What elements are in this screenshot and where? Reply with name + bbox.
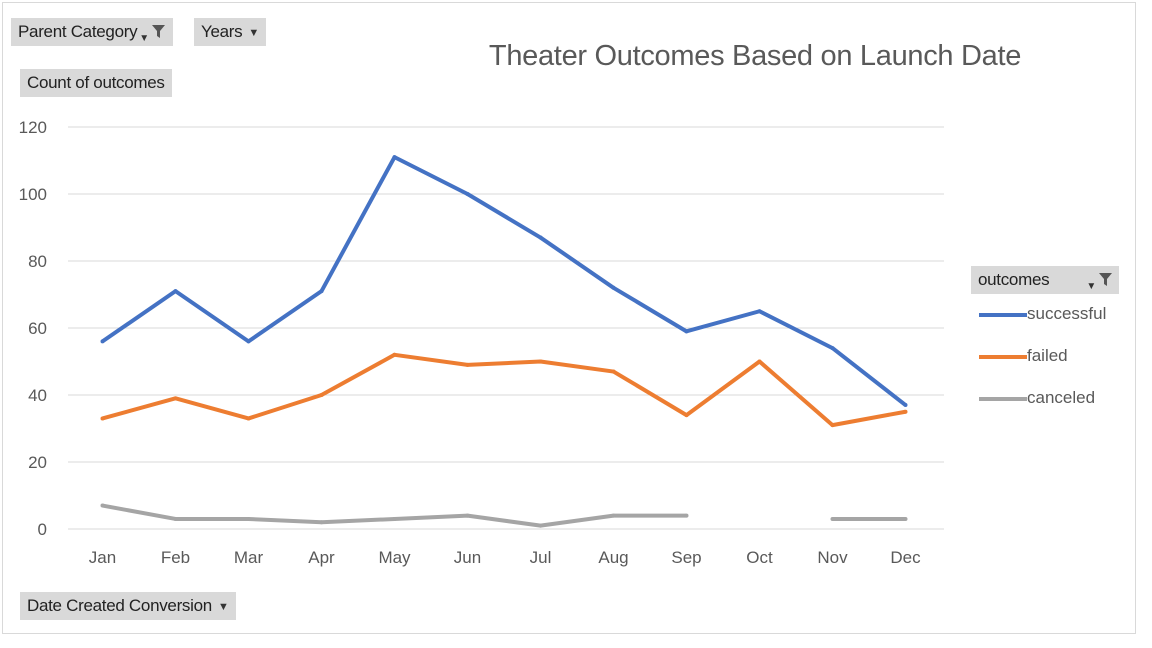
data-point-successful [246, 339, 251, 344]
data-point-failed [684, 413, 689, 418]
axis-field-button[interactable]: Date Created Conversion ▼ [20, 592, 236, 620]
data-point-failed [903, 409, 908, 414]
series-line-failed [101, 352, 906, 428]
x-tick-label: Jul [530, 548, 552, 567]
data-point-failed [100, 416, 105, 421]
funnel-filter-icon [1099, 273, 1112, 286]
years-label: Years [201, 22, 243, 41]
parent-category-label: Parent Category [18, 22, 138, 41]
data-point-failed [173, 396, 178, 401]
series-line-canceled [102, 503, 687, 528]
y-tick-label: 120 [19, 118, 47, 137]
x-tick-label: Feb [161, 548, 190, 567]
x-tick-label: May [378, 548, 411, 567]
data-point-successful [757, 309, 762, 314]
data-point-failed [392, 352, 397, 357]
legend-label: canceled [1027, 388, 1096, 407]
y-tick-label: 0 [38, 520, 47, 539]
data-point-successful [319, 289, 324, 294]
years-filter-button[interactable]: Years ▼ [194, 18, 266, 46]
sort-arrow-icon: ▼ [1086, 281, 1096, 292]
values-field-label: Count of outcomes [27, 73, 165, 92]
legend-item-failed[interactable]: failed [975, 344, 1145, 368]
data-point-canceled [830, 516, 835, 521]
data-point-successful [465, 192, 470, 196]
data-point-successful [611, 285, 616, 290]
data-point-successful [100, 339, 105, 344]
x-tick-label: Oct [746, 548, 773, 567]
dropdown-arrow-icon: ▼ [217, 601, 229, 613]
data-point-successful [538, 235, 543, 240]
funnel-filter-icon [151, 25, 165, 38]
y-tick-label: 40 [28, 386, 47, 405]
legend-swatch [979, 313, 1027, 317]
data-point-failed [611, 369, 616, 374]
data-point-canceled [538, 523, 543, 528]
data-point-failed [757, 359, 762, 364]
x-tick-label: Aug [598, 548, 628, 567]
data-point-successful [173, 289, 178, 294]
parent-category-filter-button[interactable]: Parent Category ▼ [11, 18, 173, 46]
data-point-successful [830, 346, 835, 351]
y-tick-label: 60 [28, 319, 47, 338]
legend-swatch [979, 355, 1027, 359]
data-point-failed [830, 423, 835, 428]
chart-title: Theater Outcomes Based on Launch Date [488, 40, 1022, 72]
legend-label: successful [1027, 304, 1107, 323]
x-tick-label: Jun [454, 548, 481, 567]
x-tick-label: Nov [817, 548, 848, 567]
data-point-successful [684, 329, 689, 334]
legend-item-successful[interactable]: successful [975, 302, 1145, 326]
y-tick-label: 80 [28, 252, 47, 271]
dropdown-arrow-icon: ▼ [248, 27, 259, 39]
data-point-failed [465, 362, 470, 367]
axis-field-label: Date Created Conversion [27, 596, 212, 615]
series-line-successful [101, 155, 907, 407]
x-tick-label: Sep [671, 548, 701, 567]
legend-field-button[interactable]: outcomes ▼ [971, 266, 1119, 294]
data-point-canceled [246, 516, 251, 521]
legend-swatch [979, 397, 1027, 401]
legend-label: failed [1027, 346, 1068, 365]
legend-field-label: outcomes [978, 270, 1050, 289]
y-tick-label: 100 [19, 185, 47, 204]
data-point-canceled [684, 513, 689, 518]
data-point-successful [903, 403, 908, 408]
x-tick-label: Mar [234, 548, 264, 567]
data-point-canceled [319, 520, 324, 525]
data-point-canceled [611, 513, 616, 518]
data-point-canceled [465, 513, 470, 518]
data-point-successful [392, 155, 397, 160]
sort-arrow-icon: ▼ [139, 33, 149, 44]
data-point-canceled [392, 516, 397, 521]
data-point-canceled [100, 503, 105, 508]
data-point-failed [319, 393, 324, 397]
x-tick-label: Jan [89, 548, 116, 567]
values-field-button[interactable]: Count of outcomes [20, 69, 172, 97]
x-tick-label: Dec [890, 548, 921, 567]
x-tick-label: Apr [308, 548, 335, 567]
data-point-canceled [903, 516, 908, 521]
data-point-canceled [173, 516, 178, 521]
data-point-failed [246, 416, 251, 421]
data-point-failed [538, 359, 543, 364]
legend-item-canceled[interactable]: canceled [975, 386, 1145, 410]
y-tick-label: 20 [28, 453, 47, 472]
